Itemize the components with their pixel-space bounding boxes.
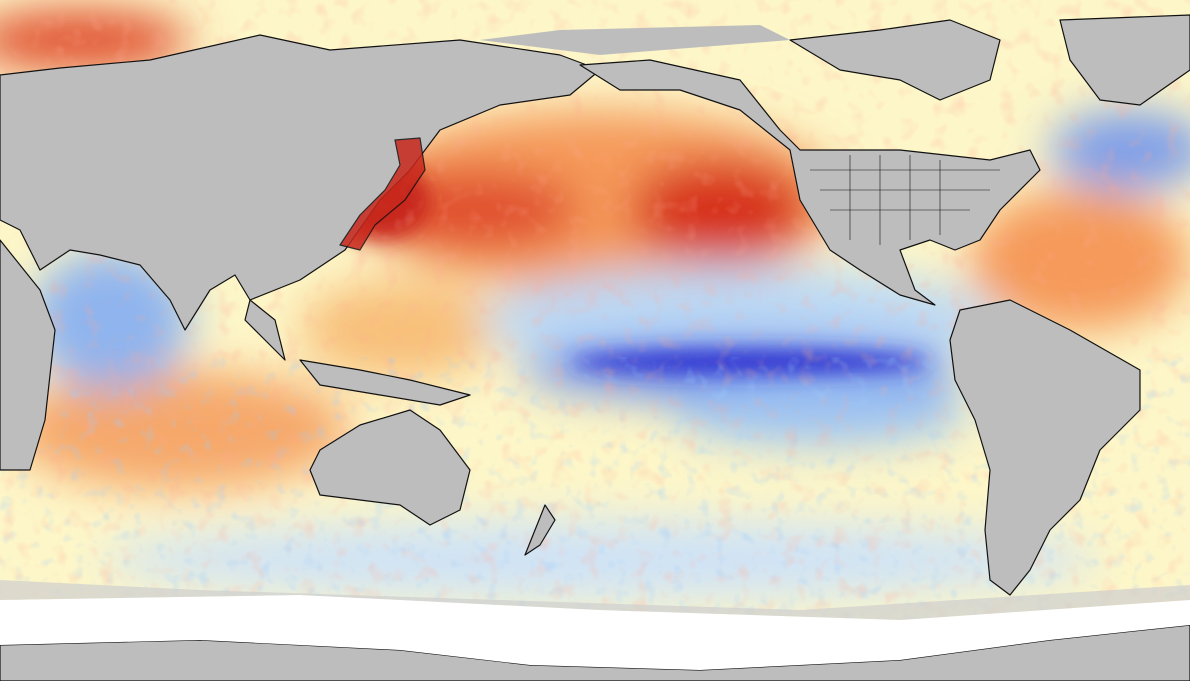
- eurasia: [0, 34, 601, 331]
- south-america: [949, 299, 1141, 596]
- greenland: [1059, 14, 1190, 106]
- land-masses: [0, 14, 1190, 681]
- sea-ice-band: [0, 25, 1190, 670]
- australia: [309, 409, 471, 526]
- africa-edge: [0, 239, 56, 471]
- southeast-asia: [244, 299, 286, 361]
- us-state-borders: [810, 155, 1000, 245]
- north-america: [579, 59, 1041, 306]
- new-zealand: [524, 504, 556, 556]
- japan: [339, 137, 426, 251]
- canada-arctic: [789, 19, 1001, 101]
- indonesia: [299, 359, 471, 406]
